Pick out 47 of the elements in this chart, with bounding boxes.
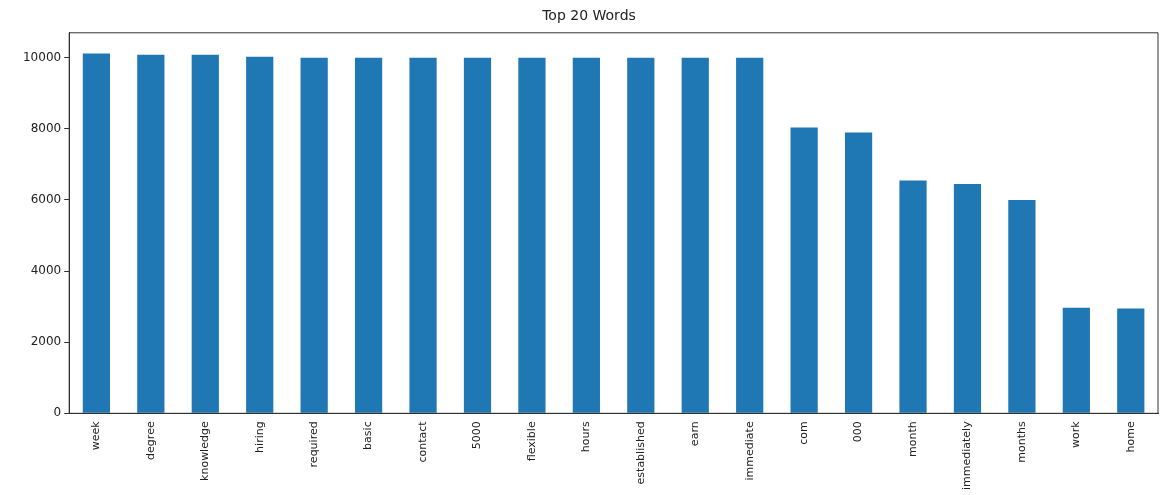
bar	[463, 57, 492, 413]
x-tick-label: 5000	[470, 421, 484, 450]
bar	[354, 57, 383, 413]
bar	[1117, 308, 1145, 413]
bar	[518, 57, 546, 413]
y-tick-label: 10000	[22, 49, 62, 64]
y-tick-label: 4000	[30, 263, 62, 278]
x-tick-label: 000	[851, 421, 865, 443]
y-tick-label: 6000	[30, 192, 62, 207]
bar	[681, 57, 709, 413]
bar	[844, 132, 873, 413]
x-tick-label: immediately	[960, 420, 974, 491]
bar	[627, 57, 655, 413]
bar	[736, 57, 764, 413]
bar	[300, 57, 328, 413]
x-tick-label: knowledge	[198, 421, 212, 481]
chart-title: Top 20 Words	[541, 7, 636, 24]
y-tick-label: 8000	[30, 120, 62, 135]
y-tick-label: 0	[53, 405, 62, 420]
bar	[191, 54, 219, 413]
x-tick-label: established	[633, 421, 647, 485]
bar	[409, 57, 437, 413]
x-tick-label: immediate	[742, 421, 756, 481]
bar	[953, 183, 982, 413]
bar	[82, 53, 111, 413]
x-tick-label: home	[1123, 421, 1137, 453]
x-tick-label: week	[89, 420, 103, 451]
x-tick-label: work	[1069, 420, 1083, 448]
x-tick-label: flexible	[524, 421, 538, 462]
bar	[137, 54, 165, 413]
x-tick-label: contact	[415, 420, 429, 463]
x-tick-label: hours	[579, 421, 593, 453]
x-tick-label: month	[905, 421, 919, 458]
x-tick-label: earn	[688, 421, 702, 447]
bar	[790, 127, 818, 413]
y-tick-label: 2000	[30, 334, 62, 349]
x-tick-label: required	[307, 421, 321, 468]
bar	[246, 56, 274, 413]
x-tick-label: basic	[361, 421, 375, 450]
x-tick-label: hiring	[252, 421, 266, 453]
x-tick-label: degree	[143, 421, 157, 460]
x-tick-label: months	[1014, 421, 1028, 463]
bar	[572, 57, 600, 413]
bar	[1062, 307, 1090, 413]
bar	[899, 180, 927, 413]
bar	[1008, 199, 1036, 413]
x-tick-label: com	[796, 421, 810, 445]
